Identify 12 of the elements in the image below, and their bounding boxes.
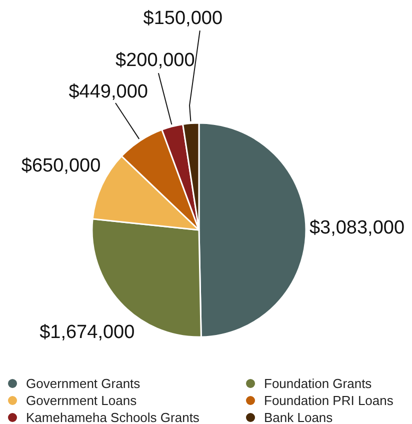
legend-label: Kamehameha Schools Grants (26, 410, 200, 424)
data-label: $200,000 (116, 50, 195, 71)
legend-label: Foundation PRI Loans (264, 393, 394, 408)
legend-label: Bank Loans (264, 410, 333, 424)
legend-label: Government Grants (26, 376, 140, 391)
data-label: $150,000 (143, 8, 223, 29)
data-label: $650,000 (21, 155, 101, 176)
legend-label: Foundation Grants (264, 376, 372, 391)
data-label: $449,000 (68, 81, 148, 102)
data-label: $1,674,000 (40, 322, 135, 344)
legend-label: Government Loans (26, 393, 137, 408)
data-label: $3,083,000 (309, 218, 405, 239)
